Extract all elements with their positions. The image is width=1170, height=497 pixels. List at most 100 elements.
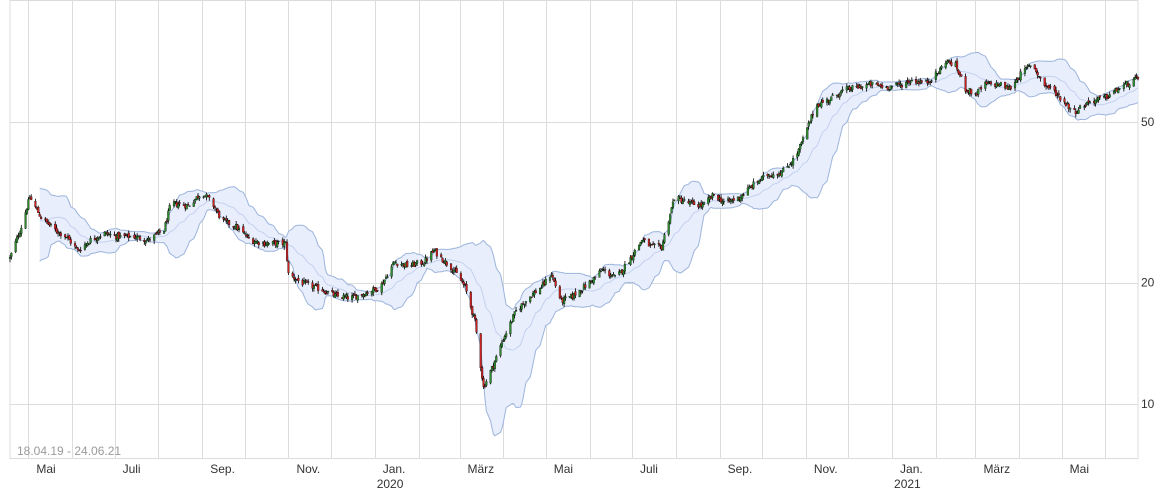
candle-body <box>1009 86 1012 90</box>
candle-body <box>475 319 478 333</box>
candle-body <box>1094 99 1097 104</box>
candle-body <box>376 290 379 292</box>
candle-body <box>321 289 324 292</box>
candle-body <box>560 296 563 299</box>
candle-body <box>420 260 423 265</box>
candle-body <box>758 180 761 184</box>
candle-body <box>905 81 908 88</box>
candle-body <box>291 272 294 277</box>
candle-body <box>96 238 99 241</box>
candle-body <box>1026 65 1029 67</box>
candle-body <box>326 290 330 293</box>
candle-body <box>1036 71 1039 76</box>
candle-body <box>177 204 180 208</box>
candle-body <box>423 263 426 266</box>
candle-body <box>828 99 831 104</box>
candle-body <box>910 79 913 82</box>
candle-body <box>701 203 704 208</box>
candle-body <box>554 280 557 287</box>
candle-body <box>693 201 696 206</box>
candle-body <box>900 85 903 88</box>
candle-body <box>346 296 349 300</box>
candle-body <box>1118 88 1121 90</box>
candle-body <box>799 144 802 150</box>
candle-body <box>79 250 82 252</box>
candle-body <box>960 74 963 77</box>
candle-body <box>445 261 448 266</box>
candle-body <box>611 275 614 278</box>
candle-body <box>548 277 552 281</box>
candle-body <box>213 206 217 209</box>
candle-body <box>946 61 949 64</box>
x-tick-label: Sep. <box>728 462 753 476</box>
candle-body <box>65 236 68 239</box>
candle-body <box>1084 105 1087 107</box>
candle-body <box>502 340 505 342</box>
candle-body <box>45 218 48 222</box>
candle-body <box>845 86 848 91</box>
candle-body <box>841 89 844 91</box>
candles <box>8 57 1140 389</box>
candle-body <box>103 231 106 237</box>
candle-body <box>1054 89 1058 96</box>
candle-body <box>865 84 868 89</box>
candle-body <box>929 81 932 83</box>
candle-body <box>178 202 181 204</box>
candle-body <box>138 236 142 240</box>
candle-body <box>1043 77 1046 86</box>
candle-body <box>198 196 201 199</box>
candle-body <box>592 277 595 284</box>
candle-body <box>642 240 645 243</box>
candle-body <box>64 234 67 238</box>
candle-body <box>218 211 221 218</box>
y-tick-label: 20 <box>1141 276 1155 290</box>
x-tick-label: Sep. <box>210 462 235 476</box>
candle-body <box>286 242 289 261</box>
candle-body <box>639 242 642 246</box>
candle-body <box>225 218 228 221</box>
candle-body <box>351 295 354 300</box>
candle-body <box>237 227 241 231</box>
candle-body <box>267 242 270 245</box>
candle-body <box>271 241 274 245</box>
candle-body <box>623 263 626 272</box>
candle-body <box>612 274 615 276</box>
candle-body <box>530 296 533 298</box>
candle-body <box>1049 86 1052 88</box>
candle-body <box>806 127 809 140</box>
candle-body <box>34 201 37 208</box>
candle-body <box>947 59 950 61</box>
candle-body <box>510 321 513 323</box>
candle-body <box>500 342 503 348</box>
candle-body <box>247 236 250 239</box>
candle-body <box>14 240 17 253</box>
candle-body <box>236 224 239 230</box>
candle-body <box>1004 81 1007 89</box>
candle-body <box>414 262 417 266</box>
candle-body <box>37 207 40 214</box>
candle-body <box>663 234 666 243</box>
candle-body <box>336 292 339 297</box>
candle-body <box>551 275 554 278</box>
candle-body <box>73 243 77 247</box>
candle-body <box>148 239 151 241</box>
candle-body <box>533 291 536 295</box>
candle-body <box>886 86 889 90</box>
candle-body <box>1136 76 1140 80</box>
candle-body <box>242 226 245 233</box>
candle-body <box>604 269 607 271</box>
candle-body <box>1107 97 1110 99</box>
candle-body <box>297 277 300 281</box>
candle-body <box>680 197 683 203</box>
candle-body <box>581 290 584 292</box>
candle-body <box>386 277 389 279</box>
candle-body <box>383 279 386 284</box>
candle-body <box>256 240 259 243</box>
candle-body <box>363 295 366 297</box>
candle-body <box>598 270 601 278</box>
candle-body <box>999 82 1002 86</box>
candle-body <box>216 208 219 212</box>
candle-body <box>212 198 215 207</box>
candle-body <box>375 287 378 292</box>
candle-body <box>957 69 960 74</box>
